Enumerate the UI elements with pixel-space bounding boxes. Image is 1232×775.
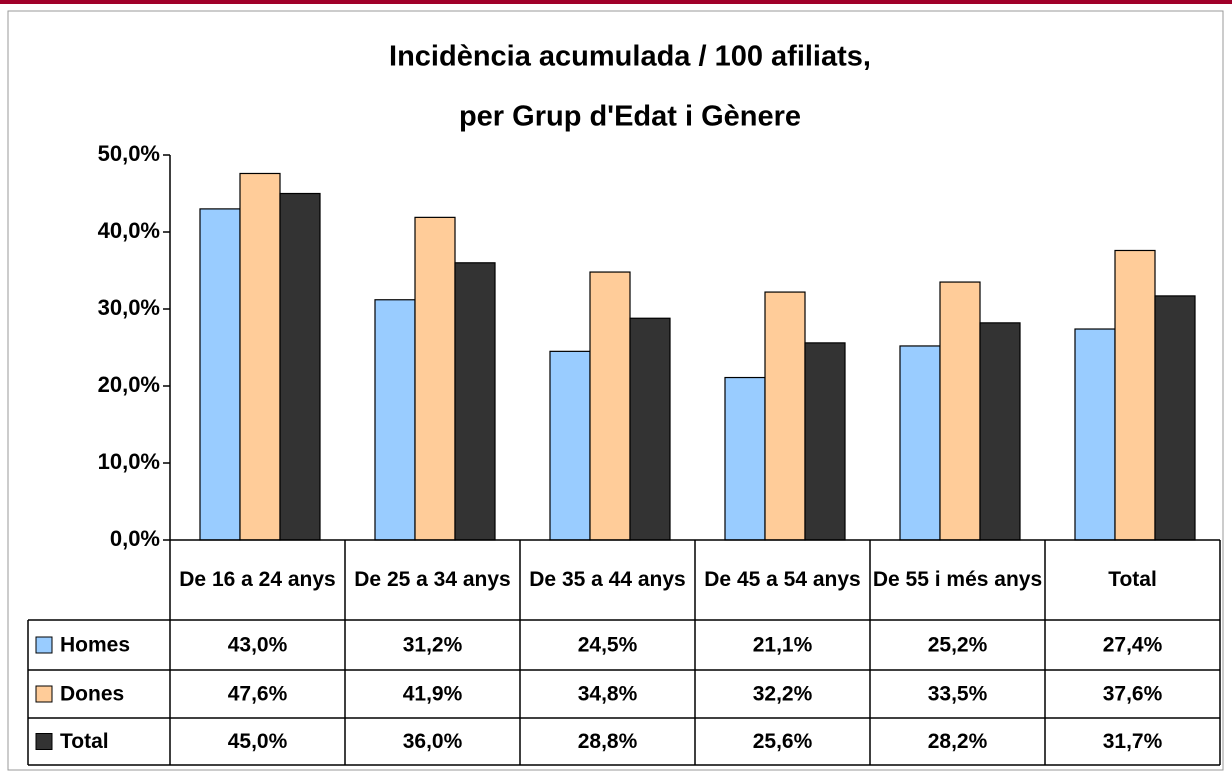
value-label: 33,5% <box>928 683 988 706</box>
value-label: 32,2% <box>753 683 813 706</box>
chart-title: Incidència acumulada / 100 afiliats, <box>389 41 871 73</box>
x-tick-label: De 45 a 54 anys <box>704 568 861 591</box>
bar <box>454 262 496 541</box>
x-tick-label: Total <box>1108 568 1157 591</box>
y-tick-label: 30,0% <box>98 295 160 320</box>
legend-swatch <box>35 636 53 654</box>
value-label: 41,9% <box>403 683 463 706</box>
legend-label: Homes <box>60 634 130 657</box>
x-tick-label: De 25 a 34 anys <box>354 568 511 591</box>
bar <box>1154 295 1196 541</box>
value-label: 25,6% <box>753 730 813 753</box>
bar <box>199 208 241 541</box>
y-tick-label: 20,0% <box>98 372 160 397</box>
value-label: 21,1% <box>753 634 813 657</box>
legend-swatch <box>35 685 53 703</box>
y-tick-label: 50,0% <box>98 141 160 166</box>
top-border <box>0 0 1232 4</box>
value-label: 43,0% <box>228 634 288 657</box>
bar <box>239 172 281 541</box>
value-label: 27,4% <box>1103 634 1163 657</box>
bar <box>549 350 591 541</box>
value-label: 36,0% <box>403 730 463 753</box>
value-label: 24,5% <box>578 634 638 657</box>
bar <box>899 345 941 541</box>
chart-title: per Grup d'Edat i Gènere <box>459 101 801 133</box>
x-tick-label: De 55 i més anys <box>872 568 1043 591</box>
bar <box>1074 328 1116 541</box>
value-label: 31,7% <box>1103 730 1163 753</box>
y-tick-label: 0,0% <box>110 526 160 551</box>
bar <box>1114 249 1156 541</box>
x-tick-label: De 35 a 44 anys <box>529 568 686 591</box>
bar <box>279 192 321 541</box>
y-tick-label: 10,0% <box>98 449 160 474</box>
value-label: 47,6% <box>228 683 288 706</box>
bar <box>414 216 456 541</box>
value-label: 37,6% <box>1103 683 1163 706</box>
value-label: 34,8% <box>578 683 638 706</box>
legend-label: Total <box>60 730 109 753</box>
bar <box>589 271 631 541</box>
bar <box>724 376 766 541</box>
legend-label: Dones <box>60 683 124 706</box>
bar <box>374 299 416 541</box>
value-label: 31,2% <box>403 634 463 657</box>
legend-swatch <box>35 733 53 750</box>
bar <box>804 342 846 541</box>
bar <box>979 322 1021 541</box>
bar <box>629 317 671 541</box>
x-tick-label: De 16 a 24 anys <box>179 568 336 591</box>
value-label: 28,2% <box>928 730 988 753</box>
y-tick-label: 40,0% <box>98 218 160 243</box>
value-label: 45,0% <box>228 730 288 753</box>
value-label: 28,8% <box>578 730 638 753</box>
value-label: 25,2% <box>928 634 988 657</box>
bar <box>764 291 806 541</box>
chart-frame <box>7 10 1224 771</box>
bar <box>939 281 981 541</box>
